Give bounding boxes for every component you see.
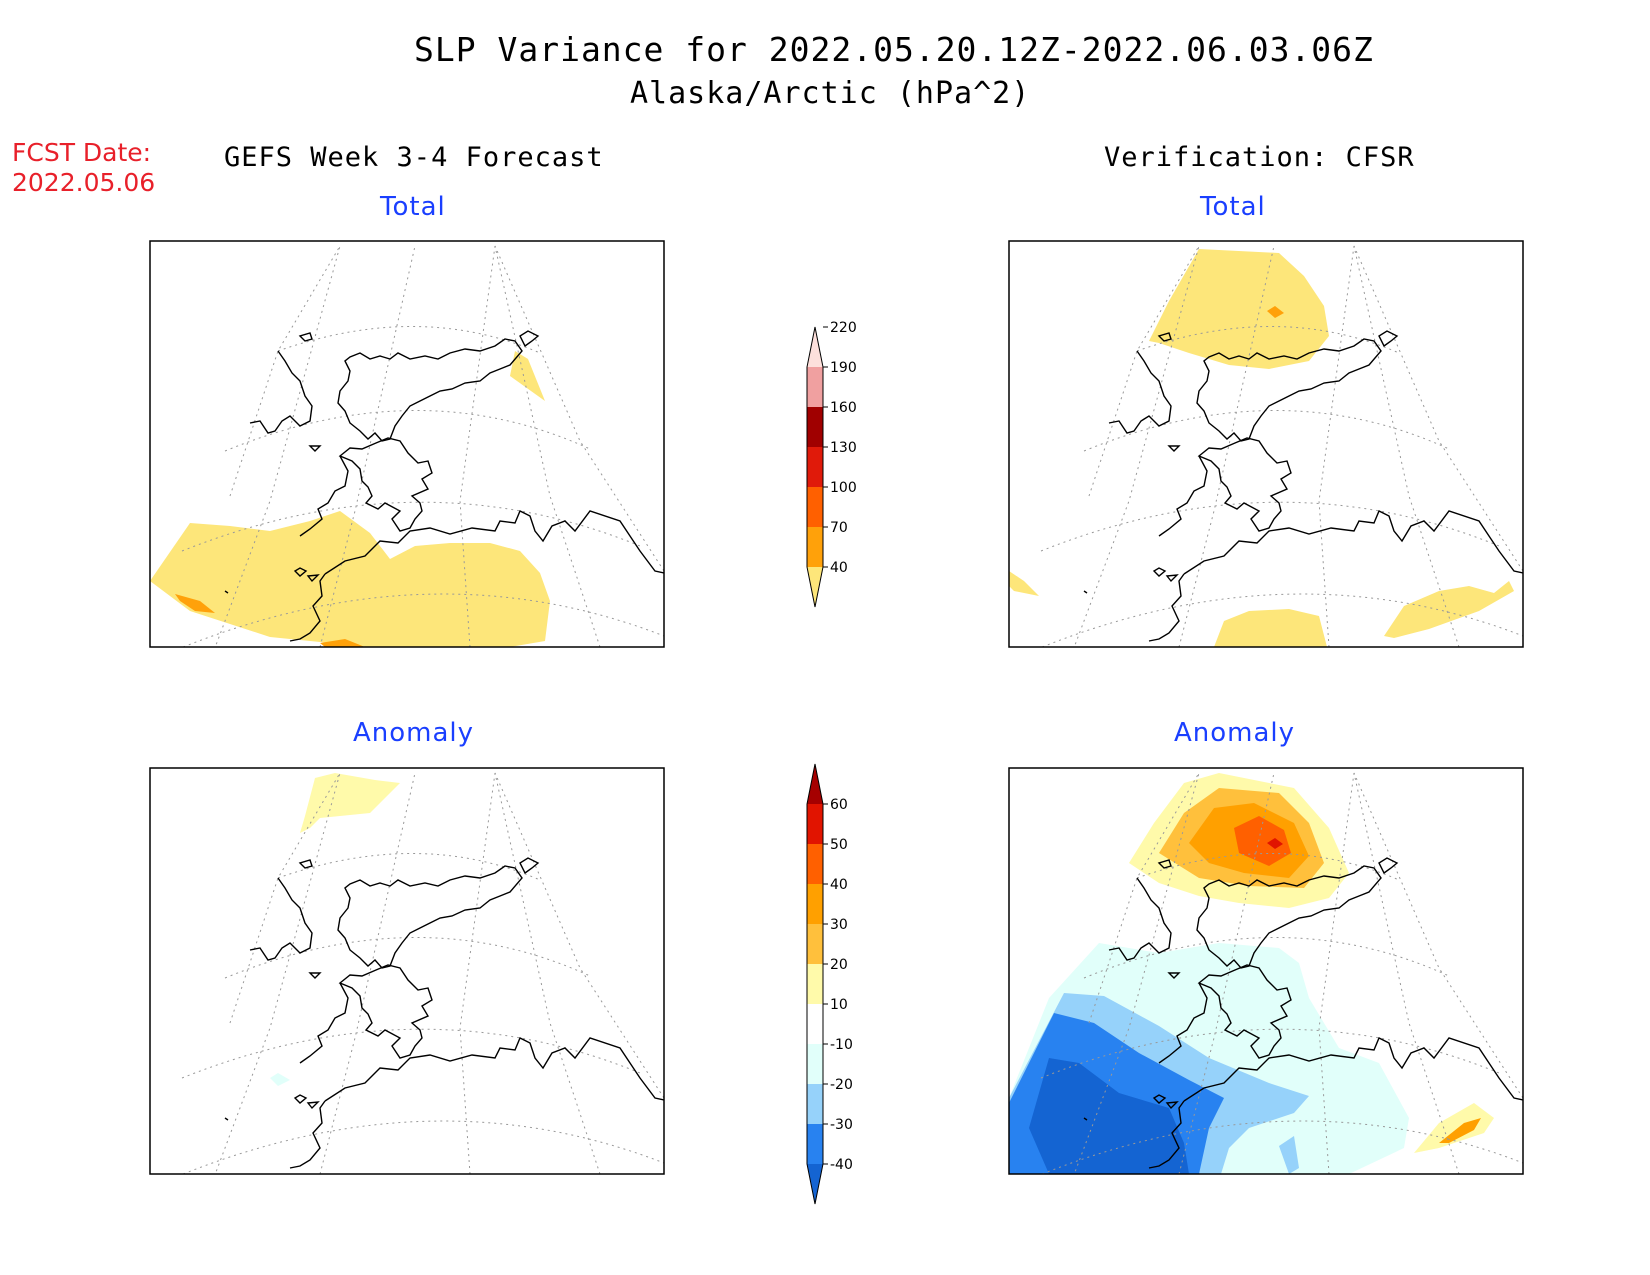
colorbar-total-swatch bbox=[807, 487, 823, 527]
colorbar-total-tick-label: 70 bbox=[830, 520, 848, 536]
colorbar-anomaly-swatch bbox=[807, 1004, 823, 1044]
colorbar-anomaly-tick-label: 20 bbox=[830, 957, 848, 973]
colorbar-total-tick-label: 40 bbox=[830, 560, 848, 576]
panel-label-top-right: Total bbox=[1200, 192, 1266, 222]
colorbar-anomaly-swatch bbox=[807, 844, 823, 884]
colorbar-total-tick-label: 160 bbox=[830, 400, 857, 416]
colorbar-anomaly-swatch bbox=[807, 1084, 823, 1124]
chart-title: SLP Variance for 2022.05.20.12Z-2022.06.… bbox=[414, 30, 1374, 69]
frame-top-right bbox=[1008, 240, 1524, 648]
colorbar-total-swatch bbox=[807, 527, 823, 567]
colorbar-total: 40 70 100 130 160 190 220 bbox=[806, 320, 857, 608]
colorbar-anomaly-tick-label: -20 bbox=[830, 1077, 853, 1093]
fcst-date-value: 2022.05.06 bbox=[12, 168, 156, 197]
colorbar-anomaly-swatch bbox=[807, 964, 823, 1004]
colorbar-anomaly-tick-label: -10 bbox=[830, 1037, 853, 1053]
colorbar-total-swatch bbox=[807, 407, 823, 447]
map-bottom-right-anomaly bbox=[1009, 772, 1523, 1174]
right-column-heading: Verification: CFSR bbox=[1104, 142, 1415, 173]
colorbar-total-tick-label: 190 bbox=[830, 360, 857, 376]
colorbar-anomaly-swatch bbox=[807, 1124, 823, 1164]
colorbar-anomaly-tick-label: -40 bbox=[830, 1157, 853, 1173]
colorbar-anomaly-tick-label: 30 bbox=[830, 917, 848, 933]
map-top-right-total bbox=[1009, 245, 1523, 647]
colorbar-anomaly-swatch bbox=[807, 884, 823, 924]
frame-bottom-right bbox=[1008, 767, 1524, 1175]
chart-subtitle: Alaska/Arctic (hPa^2) bbox=[630, 76, 1031, 111]
frame-bottom-left bbox=[149, 767, 665, 1175]
frame-top-left bbox=[149, 240, 665, 648]
colorbar-total-swatch bbox=[807, 367, 823, 407]
colorbar-total-swatch bbox=[807, 567, 823, 607]
fcst-date-label: FCST Date: bbox=[12, 138, 152, 167]
colorbar-anomaly-swatch bbox=[807, 924, 823, 964]
colorbar-anomaly-tick-label: 40 bbox=[830, 877, 848, 893]
colorbar-anomaly-swatch bbox=[807, 1044, 823, 1084]
colorbar-anomaly-tick-label: 60 bbox=[830, 797, 848, 813]
colorbar-anomaly-swatch bbox=[807, 1164, 823, 1204]
colorbar-anomaly-swatch bbox=[807, 764, 823, 804]
map-bottom-left-anomaly bbox=[150, 772, 664, 1174]
colorbar-anomaly-swatch bbox=[807, 804, 823, 844]
left-column-heading: GEFS Week 3-4 Forecast bbox=[224, 142, 604, 173]
colorbar-total-swatch bbox=[807, 327, 823, 367]
colorbar-total-tick-label: 100 bbox=[830, 480, 857, 496]
colorbar-anomaly: -40 -30 -20 -10 10 20 30 40 50 60 bbox=[806, 763, 853, 1205]
panel-label-bottom-left: Anomaly bbox=[353, 718, 475, 748]
colorbar-total-tick-label: 220 bbox=[830, 320, 857, 336]
map-top-left-total bbox=[150, 245, 664, 647]
colorbar-anomaly-tick-label: 50 bbox=[830, 837, 848, 853]
colorbar-total-swatch bbox=[807, 447, 823, 487]
colorbar-anomaly-tick-label: 10 bbox=[830, 997, 848, 1013]
panel-label-top-left: Total bbox=[380, 192, 446, 222]
colorbar-total-tick-label: 130 bbox=[830, 440, 857, 456]
panel-label-bottom-right: Anomaly bbox=[1174, 718, 1296, 748]
colorbar-anomaly-tick-label: -30 bbox=[830, 1117, 853, 1133]
